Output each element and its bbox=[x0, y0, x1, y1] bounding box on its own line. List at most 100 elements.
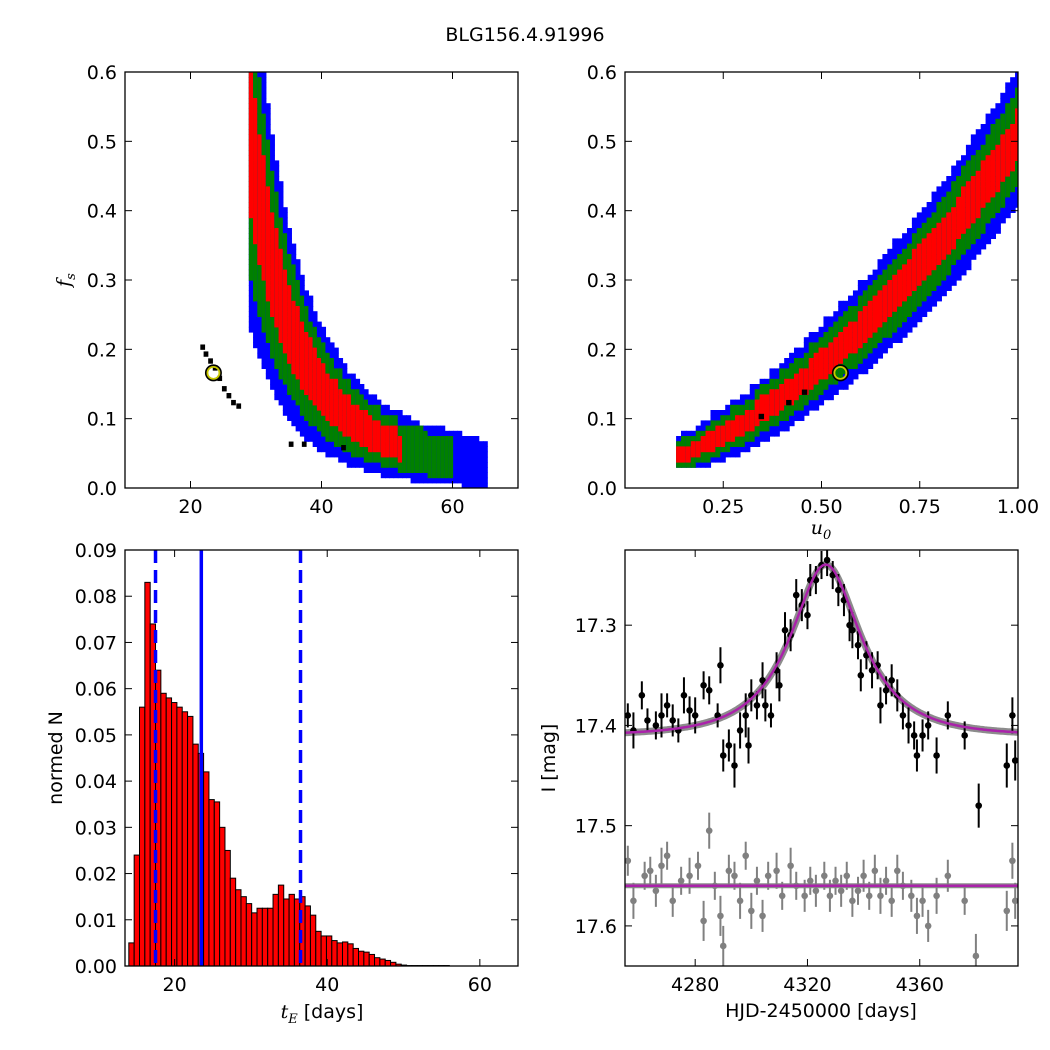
heatmap-cell bbox=[887, 300, 893, 307]
heatmap-cell bbox=[956, 259, 962, 265]
heatmap-cell bbox=[921, 306, 928, 312]
heatmap-cell bbox=[681, 462, 687, 468]
heatmap-cell bbox=[338, 404, 344, 411]
heatmap-cell bbox=[843, 342, 849, 349]
heatmap-cell bbox=[931, 212, 938, 219]
heatmap-cell bbox=[857, 337, 864, 343]
heatmap-cell bbox=[291, 384, 297, 390]
heatmap-cell bbox=[710, 436, 716, 442]
heatmap-cell bbox=[261, 155, 267, 161]
heatmap-cell bbox=[270, 191, 275, 198]
heatmap-cell bbox=[346, 373, 352, 380]
heatmap-cell bbox=[769, 430, 775, 437]
heatmap-cell bbox=[902, 332, 908, 338]
heatmap-cell bbox=[282, 274, 288, 281]
heatmap-cell bbox=[951, 228, 957, 234]
heatmap-cell bbox=[261, 129, 267, 135]
heatmap-cell bbox=[444, 456, 450, 463]
heatmap-cell bbox=[423, 456, 429, 463]
heatmap-cell bbox=[321, 384, 327, 390]
heatmap-cell bbox=[843, 352, 849, 359]
heatmap-cell bbox=[274, 186, 280, 193]
heatmap-cell bbox=[329, 425, 335, 432]
heatmap-cell bbox=[818, 399, 825, 406]
heatmap-cell bbox=[897, 254, 903, 260]
heatmap-cell bbox=[882, 326, 888, 333]
heatmap-cell bbox=[457, 467, 463, 473]
heatmap-cell bbox=[951, 233, 957, 239]
heatmap-cell bbox=[248, 108, 254, 115]
heatmap-cell bbox=[257, 295, 263, 302]
heatmap-cell bbox=[304, 415, 309, 421]
heatmap-cell bbox=[419, 472, 424, 479]
heatmap-cell bbox=[941, 264, 947, 271]
heatmap-cell bbox=[965, 222, 972, 229]
heatmap-cell bbox=[368, 415, 373, 421]
heatmap-cell bbox=[764, 404, 771, 411]
heatmap-cell bbox=[248, 165, 254, 172]
heatmap-cell bbox=[308, 368, 314, 375]
heatmap-cell bbox=[838, 342, 844, 349]
heatmap-cell bbox=[253, 129, 258, 135]
heatmap-cell bbox=[965, 202, 972, 208]
heatmap-cell bbox=[808, 332, 815, 338]
heatmap-cell bbox=[410, 467, 416, 473]
heatmap-cell bbox=[248, 326, 254, 333]
heatmap-cell bbox=[316, 394, 322, 401]
heatmap-cell bbox=[253, 108, 258, 115]
heatmap-cell bbox=[253, 321, 258, 328]
heatmap-cell bbox=[249, 56, 254, 62]
heatmap-cell bbox=[440, 441, 446, 447]
heatmap-cell bbox=[248, 238, 254, 245]
heatmap-cell bbox=[448, 441, 454, 447]
heatmap-cell bbox=[248, 144, 254, 151]
heatmap-cell bbox=[265, 358, 271, 364]
heatmap-cell bbox=[956, 243, 962, 250]
heatmap-cell bbox=[291, 399, 297, 406]
heatmap-cell bbox=[872, 332, 879, 338]
heatmap-cell bbox=[257, 321, 263, 328]
heatmap-cell bbox=[946, 243, 952, 250]
heatmap-cell bbox=[916, 217, 923, 224]
heatmap-cell bbox=[368, 399, 373, 406]
heatmap-cell bbox=[685, 462, 692, 468]
heatmap-cell bbox=[363, 394, 369, 401]
heatmap-cell bbox=[769, 404, 775, 411]
heatmap-cell bbox=[887, 259, 893, 265]
heatmap-cell bbox=[253, 280, 258, 286]
heatmap-cell bbox=[779, 363, 785, 369]
heatmap-cell bbox=[448, 451, 454, 458]
heatmap-cell bbox=[754, 420, 761, 427]
heatmap-cell bbox=[975, 222, 982, 229]
heatmap-cell bbox=[744, 430, 751, 437]
heatmap-cell bbox=[385, 446, 390, 453]
heatmap-cell bbox=[257, 72, 263, 78]
best-fit-cell bbox=[301, 441, 307, 447]
heatmap-cell bbox=[444, 477, 450, 484]
heatmap-cell bbox=[906, 285, 913, 291]
heatmap-cell bbox=[359, 436, 365, 442]
heatmap-cell bbox=[774, 378, 780, 385]
heatmap-cell bbox=[956, 264, 962, 271]
heatmap-cell bbox=[316, 368, 322, 375]
heatmap-cell bbox=[274, 280, 280, 286]
heatmap-cell bbox=[248, 77, 254, 83]
heatmap-cell bbox=[897, 264, 903, 271]
heatmap-cell bbox=[867, 352, 874, 359]
heatmap-cell bbox=[406, 425, 412, 432]
heatmap-cell bbox=[287, 238, 292, 245]
heatmap-cell bbox=[316, 420, 322, 427]
heatmap-cell bbox=[975, 207, 982, 213]
heatmap-cell bbox=[249, 46, 254, 52]
heatmap-cell bbox=[892, 280, 898, 286]
y-tick-label: 0.3 bbox=[87, 270, 117, 292]
heatmap-cell bbox=[916, 285, 923, 291]
heatmap-cell bbox=[389, 467, 395, 473]
heatmap-cell bbox=[282, 368, 288, 375]
heatmap-cell bbox=[676, 451, 682, 458]
heatmap-cell bbox=[897, 243, 903, 250]
heatmap-cell bbox=[278, 384, 284, 390]
heatmap-cell bbox=[931, 222, 938, 229]
heatmap-cell bbox=[261, 170, 267, 177]
heatmap-cell bbox=[956, 181, 962, 187]
